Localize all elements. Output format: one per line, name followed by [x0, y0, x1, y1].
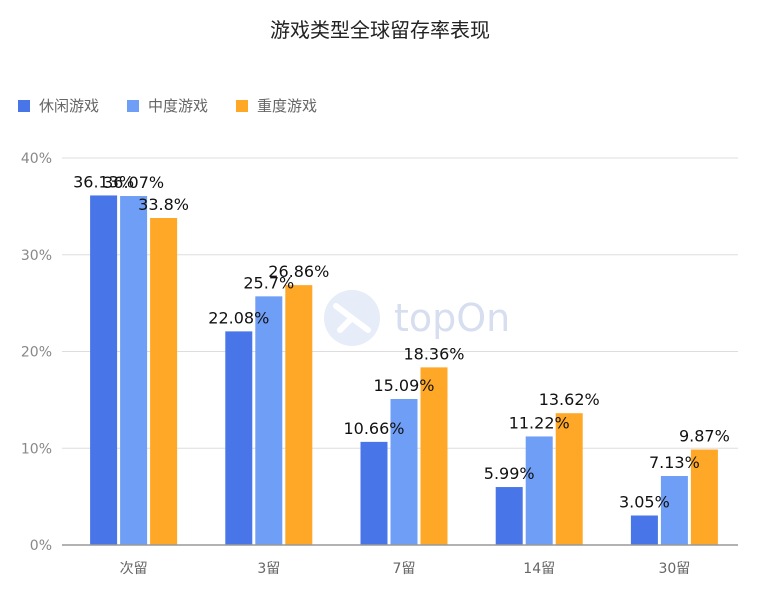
- legend-swatch-midcore: [127, 99, 140, 112]
- bar-0-3[interactable]: [495, 487, 523, 545]
- bar-1-1[interactable]: [255, 296, 283, 545]
- y-tick-label: 20%: [21, 345, 52, 361]
- bars-layer: [90, 195, 718, 546]
- labels-layer: 36.13%36.07% 33.8% 22.08% 25.7%26.86% 10.66%…: [73, 172, 730, 511]
- y-tick-label: 30%: [21, 248, 52, 264]
- bar-0-1[interactable]: [225, 331, 253, 545]
- legend-item-midcore[interactable]: 中度游戏: [127, 95, 208, 116]
- y-tick-label: 10%: [21, 441, 52, 457]
- y-tick-label: 40%: [21, 151, 52, 167]
- data-label: 36.07%: [103, 173, 164, 192]
- bar-2-0[interactable]: [150, 217, 178, 546]
- legend-item-casual[interactable]: 休闲游戏: [18, 95, 99, 116]
- chart-title: 游戏类型全球留存率表现: [270, 18, 490, 42]
- data-label: 9.87%: [679, 427, 730, 446]
- data-label: 5.99%: [484, 464, 535, 483]
- bar-0-4[interactable]: [630, 515, 658, 545]
- bar-1-3[interactable]: [525, 436, 553, 545]
- x-tick-label: 7留: [393, 561, 416, 577]
- bar-0-2[interactable]: [360, 441, 388, 545]
- bar-1-0[interactable]: [120, 196, 148, 545]
- bar-2-1[interactable]: [285, 285, 313, 545]
- axis-layer: 次留 3留 7留 14留 30留: [62, 544, 738, 577]
- legend: 休闲游戏 中度游戏 重度游戏: [18, 95, 317, 116]
- data-label: 26.86%: [268, 262, 329, 281]
- x-tick-label: 30留: [658, 561, 690, 577]
- data-label: 18.36%: [403, 344, 464, 363]
- legend-label-hardcore: 重度游戏: [257, 97, 318, 115]
- watermark: topOn: [324, 290, 510, 346]
- data-label: 13.62%: [539, 390, 600, 409]
- legend-swatch-casual: [18, 99, 30, 112]
- legend-swatch-hardcore: [236, 99, 249, 112]
- data-label: 25.7%: [243, 273, 294, 292]
- watermark-logo-mark: [333, 303, 371, 333]
- watermark-text: topOn: [394, 296, 510, 340]
- x-tick-label: 14留: [523, 561, 555, 577]
- bar-2-3[interactable]: [555, 413, 583, 545]
- legend-label-casual: 休闲游戏: [39, 97, 100, 115]
- bar-2-2[interactable]: [420, 367, 448, 545]
- data-label: 10.66%: [343, 419, 404, 438]
- data-label: 7.13%: [649, 453, 700, 472]
- x-tick-label: 3留: [257, 561, 280, 577]
- y-tick-label: 0%: [30, 538, 52, 554]
- data-label: 33.8%: [138, 195, 189, 214]
- bar-1-4[interactable]: [660, 476, 688, 545]
- data-label: 22.08%: [208, 308, 269, 327]
- bar-2-4[interactable]: [690, 449, 718, 545]
- legend-label-midcore: 中度游戏: [148, 97, 209, 115]
- bar-1-2[interactable]: [390, 399, 418, 545]
- x-tick-label: 次留: [120, 561, 148, 577]
- data-label: 36.13%: [73, 172, 134, 191]
- data-label: 3.05%: [619, 492, 670, 511]
- bar-0-0[interactable]: [90, 195, 118, 545]
- data-label: 11.22%: [509, 413, 570, 432]
- legend-item-hardcore[interactable]: 重度游戏: [236, 95, 317, 116]
- data-label: 15.09%: [373, 376, 434, 395]
